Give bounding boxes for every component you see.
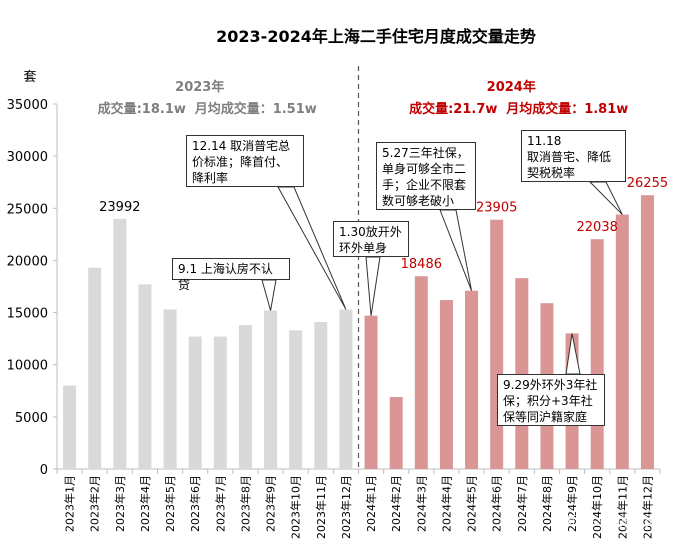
annotation-0130: 1.30放开外 环外单身	[333, 221, 409, 257]
annotation-pointer	[277, 186, 347, 310]
bar-2023-8	[238, 325, 252, 469]
x-tick-label: 2024年2月	[389, 475, 403, 532]
bar-2023-5	[163, 309, 177, 469]
bar-2023-9	[264, 310, 278, 469]
bar-2023-2	[88, 267, 102, 469]
annotation-1118: 11.18 取消普宅、降低 契税税率	[521, 130, 626, 182]
x-tick-label: 2023年9月	[264, 475, 278, 532]
bar-2024-14	[389, 397, 403, 469]
x-tick-label: 2023年7月	[213, 475, 227, 532]
bar-2023-3	[113, 218, 127, 469]
panel-average-label: 月均成交量：1.51w	[194, 101, 317, 117]
x-tick-label: 2023年11月	[314, 475, 328, 539]
x-tick-label: 2024年3月	[414, 475, 428, 532]
bar-2023-4	[138, 284, 152, 469]
x-tick-label: 2024年6月	[490, 475, 504, 532]
y-tick-label: 20000	[7, 254, 48, 269]
x-tick-label: 2023年3月	[113, 475, 127, 532]
y-tick-label: 15000	[7, 307, 48, 322]
x-tick-label: 2023年2月	[88, 475, 102, 532]
annotation-1214: 12.14 取消普宅总 价标准；降首付、 降利率	[186, 135, 304, 187]
x-tick-label: 2023年12月	[339, 475, 353, 539]
annotation-pointer	[439, 209, 473, 291]
x-tick-label: 2024年9月	[565, 475, 579, 532]
x-tick-label: 2024年1月	[364, 475, 378, 532]
bar-2023-11	[314, 321, 328, 469]
x-tick-label: 2024年11月	[615, 475, 629, 539]
y-tick-label: 10000	[7, 359, 48, 374]
annotation-0929: 9.29外环外3年社 保；积分+3年社 保等同沪籍家庭	[497, 374, 605, 426]
x-tick-label: 2023年8月	[238, 475, 252, 532]
bar-2023-12	[339, 309, 353, 469]
bar-2024-16	[439, 300, 453, 469]
data-label: 18486	[401, 257, 442, 272]
bar-2023-6	[188, 336, 202, 469]
x-tick-label: 2024年12月	[640, 475, 654, 539]
x-tick-label: 2024年8月	[540, 475, 554, 532]
bar-2024-24	[640, 195, 654, 469]
data-label: 23992	[99, 200, 140, 215]
bar-2024-23	[615, 214, 629, 469]
panel-total-label: 成交量:18.1w	[98, 101, 186, 117]
panel-average-label: 月均成交量：1.81w	[505, 101, 628, 117]
data-label: 23905	[476, 201, 517, 216]
x-tick-label: 2023年10月	[289, 475, 303, 539]
x-tick-label: 2023年5月	[163, 475, 177, 532]
annotation-0901: 9.1 上海认房不认贷	[172, 258, 290, 292]
watermark: 知乎 @姚嘉天	[565, 512, 660, 530]
bar-2023-7	[213, 336, 227, 469]
annotation-pointer	[588, 181, 623, 215]
annotation-pointer	[261, 279, 277, 311]
y-tick-label: 35000	[7, 98, 48, 113]
y-tick-label: 0	[40, 463, 48, 478]
bar-2024-13	[364, 315, 378, 469]
x-tick-label: 2023年1月	[63, 475, 77, 532]
bar-2024-22	[590, 239, 604, 469]
x-tick-label: 2024年4月	[439, 475, 453, 532]
x-tick-label: 2024年10月	[590, 475, 604, 539]
y-tick-label: 5000	[15, 411, 48, 426]
x-tick-label: 2024年7月	[515, 475, 529, 532]
data-label: 26255	[627, 176, 668, 191]
x-tick-label: 2024年5月	[465, 475, 479, 532]
x-tick-label: 2023年6月	[188, 475, 202, 532]
annotation-pointer	[365, 256, 381, 316]
y-tick-label: 30000	[7, 150, 48, 165]
bar-2024-18	[490, 219, 504, 469]
annotation-0527: 5.27三年社保， 单身可够全市二 手；企业不限套 数可够老破小	[376, 142, 476, 210]
panel-year-label: 2023年	[175, 79, 224, 95]
bar-2024-17	[465, 290, 479, 469]
panel-total-label: 成交量:21.7w	[409, 101, 497, 117]
bar-2024-15	[414, 276, 428, 469]
x-tick-label: 2023年4月	[138, 475, 152, 532]
chart-title: 2023-2024年上海二手住宅月度成交量走势	[216, 27, 536, 46]
panel-year-label: 2024年	[487, 79, 536, 95]
y-tick-label: 25000	[7, 202, 48, 217]
y-axis-label: 套	[23, 69, 36, 85]
bar-2023-10	[289, 330, 303, 469]
data-label: 22038	[577, 220, 618, 235]
bar-2023-1	[63, 385, 77, 469]
